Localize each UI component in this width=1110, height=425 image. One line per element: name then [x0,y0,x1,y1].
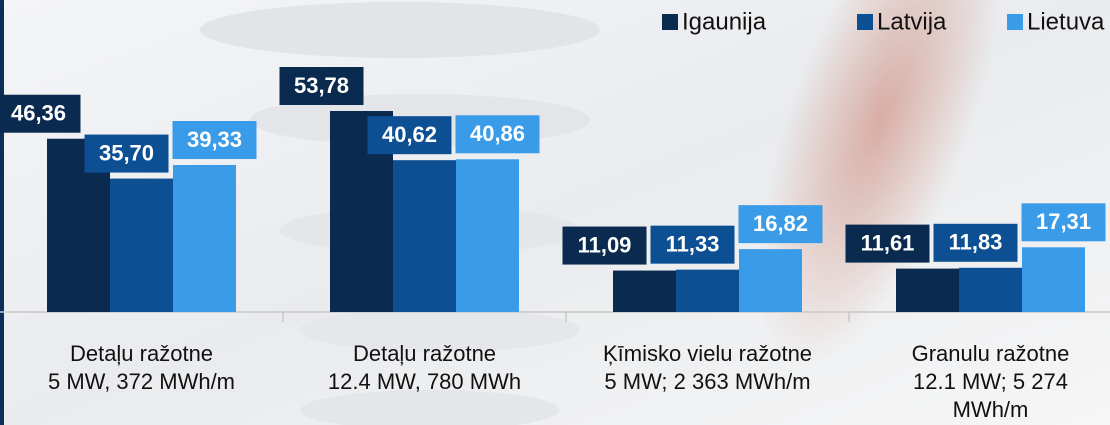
value-label: 11,61 [861,230,915,255]
value-label: 11,83 [949,230,1003,255]
x-tick-label: Ķīmisko vielu ražotne 5 MW; 2 363 MWh/m [603,341,812,394]
value-label: 40,86 [470,121,525,146]
value-label-box [738,205,823,244]
value-label-box [562,226,647,265]
value-label: 40,62 [382,122,437,147]
value-label-box [172,121,257,160]
value-label-box [650,225,735,264]
bar [959,267,1022,312]
bar [1022,247,1085,312]
value-label-box [0,94,81,133]
value-label-box [933,223,1018,262]
bar [896,268,959,312]
x-tick-label: Granulu ražotne 12.1 MW; 5 274 MWh/m [912,341,1070,422]
x-tick-label: Detaļu ražotne 5 MW, 372 MWh/m [48,341,235,394]
legend-label: Latvija [877,8,947,35]
value-label: 35,70 [99,140,154,165]
value-label: 17,31 [1036,209,1091,234]
legend-swatch [1007,14,1023,30]
x-tick-label: Detaļu ražotne 12.4 MW, 780 MWh [328,341,521,394]
bar [456,159,519,312]
bar [110,178,173,312]
bar [613,270,676,312]
value-label: 46,36 [11,101,66,126]
value-label: 11,09 [578,232,632,257]
value-label-box [1021,203,1106,242]
bar [173,165,236,312]
bar [393,160,456,312]
legend-swatch [857,14,873,30]
value-label-box [84,134,169,173]
value-label-box [845,224,930,263]
value-label: 16,82 [753,211,808,236]
value-label-box [367,116,452,155]
value-label: 53,78 [294,73,349,98]
legend-label: Igaunija [682,8,767,35]
value-label: 11,33 [666,231,720,256]
value-label: 39,33 [187,127,242,152]
legend-label: Lietuva [1027,8,1105,35]
legend-swatch [662,14,678,30]
bar [739,249,802,312]
value-label-box [455,115,540,154]
value-label-box [279,67,364,105]
bar [676,269,739,312]
